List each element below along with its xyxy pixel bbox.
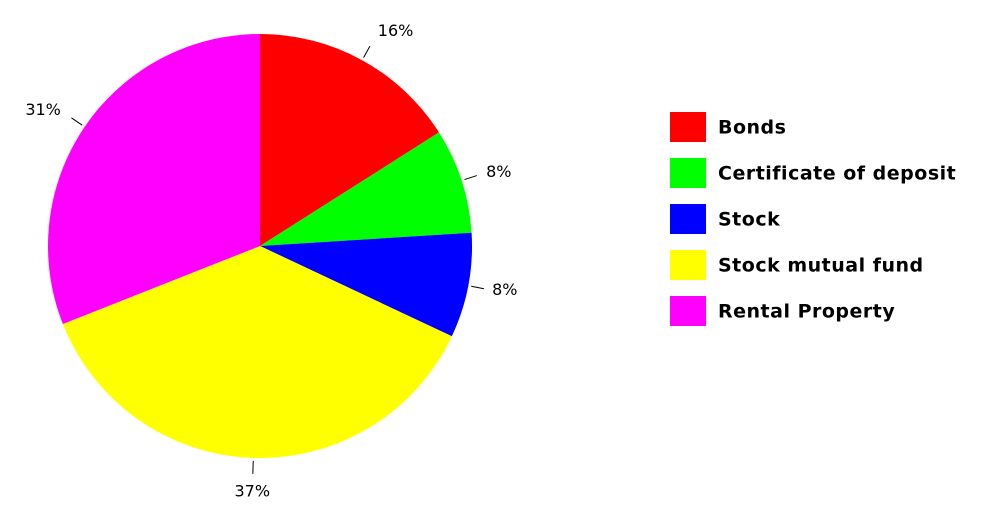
legend-swatch (670, 112, 706, 142)
pie-slice (62, 246, 452, 459)
leader-line (471, 285, 485, 290)
legend-label: Stock (718, 209, 780, 231)
legend-label: Rental Property (718, 301, 895, 323)
pie-slice (260, 232, 472, 337)
leader-line (464, 175, 477, 181)
value-label: 8% (492, 280, 517, 299)
legend-swatch (670, 250, 706, 280)
legend-swatch (670, 204, 706, 234)
leader-line (71, 117, 83, 126)
value-label: 37% (234, 481, 270, 500)
value-label: 31% (25, 100, 61, 119)
legend-label: Stock mutual fund (718, 255, 924, 277)
legend-swatch (670, 158, 706, 188)
value-label: 16% (378, 21, 414, 40)
legend-label: Certificate of deposit (718, 163, 956, 185)
pie-slice (47, 34, 260, 325)
leader-line (363, 45, 371, 58)
pie-slice (260, 34, 439, 246)
legend-swatch (670, 296, 706, 326)
value-label: 8% (486, 162, 511, 181)
legend-label: Bonds (718, 117, 786, 139)
pie-slice (260, 132, 472, 246)
